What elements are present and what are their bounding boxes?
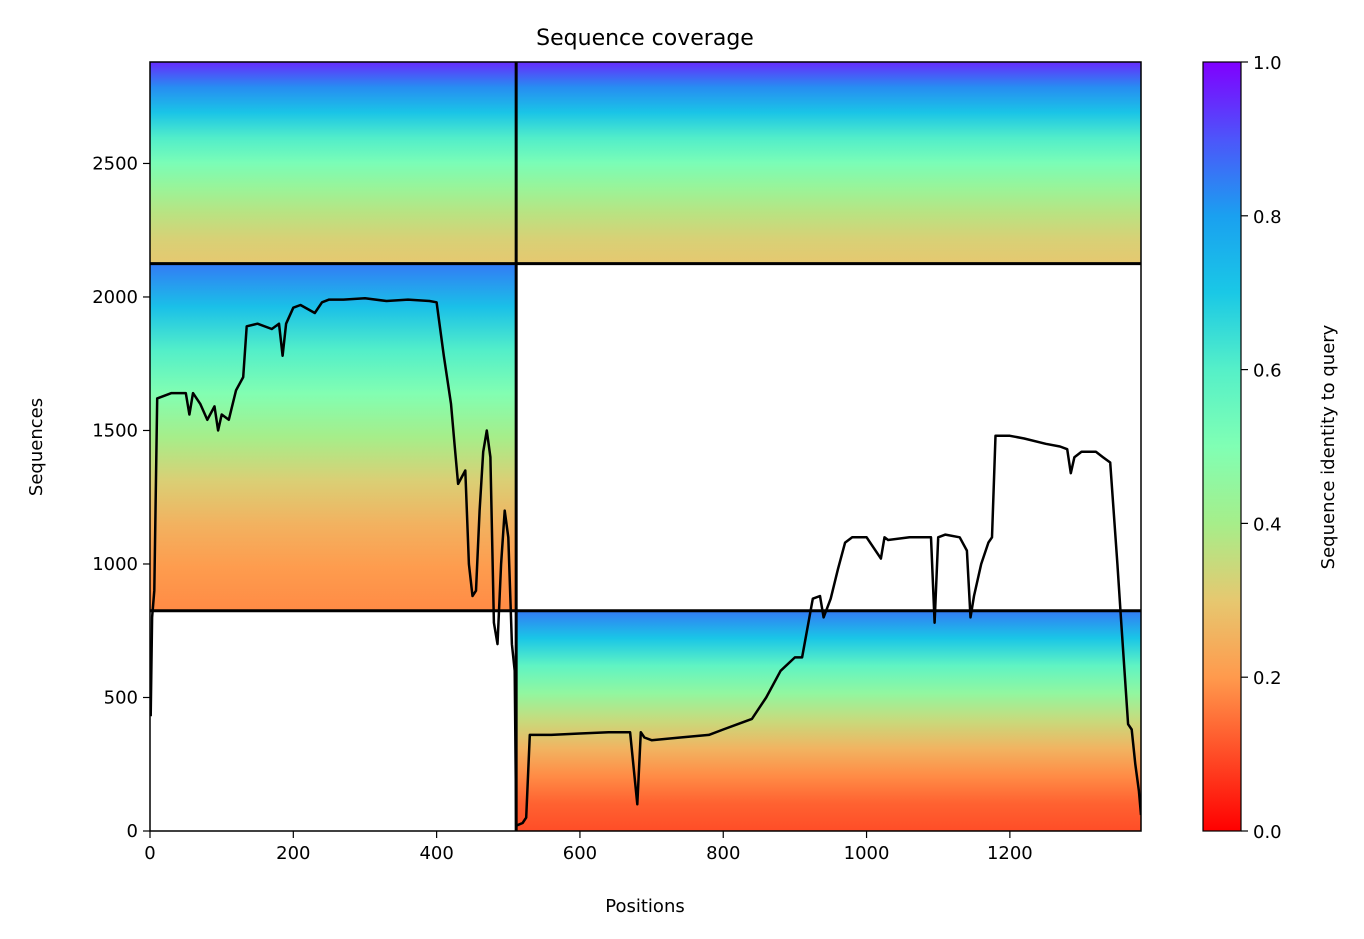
y-tick-label: 2000 (92, 287, 138, 308)
colorbar (1202, 61, 1242, 832)
y-tick-label: 0 (127, 821, 138, 842)
colorbar-tick-label: 0.6 (1253, 361, 1282, 382)
colorbar-tick-label: 0.8 (1253, 207, 1282, 228)
coverage-block (516, 62, 1141, 264)
coverage-blocks (150, 62, 1141, 831)
y-axis-label: Sequences (26, 398, 47, 496)
x-axis-ticks: 0 200 400 600 800 1000 1200 (144, 831, 1033, 864)
colorbar-label: Sequence identity to query (1318, 324, 1339, 569)
chart-title: Sequence coverage (536, 26, 754, 51)
coverage-line (150, 297, 1141, 827)
x-tick-label: 800 (706, 843, 740, 864)
colorbar-ticks: 0.0 0.2 0.4 0.6 0.8 1.0 (1241, 53, 1282, 843)
x-tick-label: 600 (563, 843, 597, 864)
y-tick-label: 2500 (92, 153, 138, 174)
x-tick-label: 1200 (987, 843, 1033, 864)
coverage-block (516, 610, 1141, 831)
y-tick-label: 1000 (92, 554, 138, 575)
colorbar-tick-label: 0.2 (1253, 668, 1282, 689)
y-axis-ticks: 0 500 1000 1500 2000 2500 (92, 153, 150, 842)
coverage-block (150, 62, 517, 264)
coverage-block (150, 263, 517, 611)
x-tick-label: 0 (144, 843, 155, 864)
x-tick-label: 400 (419, 843, 453, 864)
colorbar-tick-label: 0.4 (1253, 514, 1282, 535)
x-tick-label: 200 (276, 843, 310, 864)
coverage-line-layer (150, 297, 1141, 827)
y-tick-label: 500 (104, 687, 138, 708)
plot-frame (149, 61, 1142, 832)
x-axis-label: Positions (605, 896, 684, 917)
x-tick-label: 1000 (844, 843, 890, 864)
colorbar-tick-label: 1.0 (1253, 53, 1282, 74)
y-tick-label: 1500 (92, 420, 138, 441)
colorbar-tick-label: 0.0 (1253, 822, 1282, 843)
